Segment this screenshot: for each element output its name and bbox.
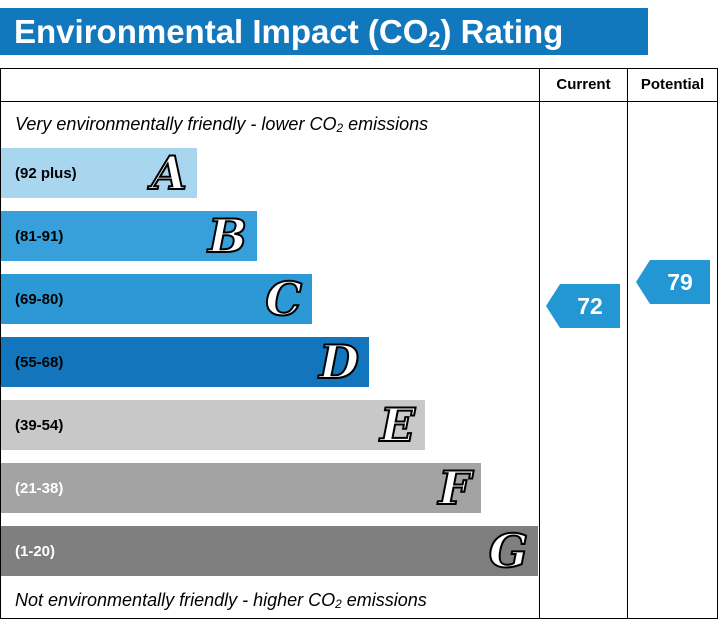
potential-rating-pointer: 79	[636, 260, 710, 304]
band-row-d: (55-68) D	[1, 337, 539, 387]
page-title-pre: Environmental Impact (CO	[14, 13, 429, 50]
bottom-note-post: emissions	[341, 589, 427, 610]
band-letter: G	[488, 524, 529, 578]
band-bar-f: (21-38) F	[1, 463, 481, 513]
title-bar: Environmental Impact (CO2) Rating	[0, 8, 648, 55]
band-row-a: (92 plus) A	[1, 148, 539, 198]
header-current: Current	[539, 69, 627, 102]
band-range-label: (92 plus)	[15, 164, 77, 182]
band-range-label: (1-20)	[15, 542, 56, 560]
band-row-b: (81-91) B	[1, 211, 539, 261]
current-column: 72	[539, 102, 627, 618]
band-bar-b: (81-91) B	[1, 211, 257, 261]
header-chart-cell	[1, 69, 539, 102]
potential-rating-value: 79	[650, 260, 710, 304]
band-row-g: (1-20) G	[1, 526, 539, 576]
band-bar-a: (92 plus) A	[1, 148, 197, 198]
band-row-c: (69-80) C	[1, 274, 539, 324]
band-range-label: (21-38)	[15, 479, 64, 497]
current-rating-value: 72	[560, 284, 620, 328]
band-range-label: (39-54)	[15, 416, 64, 434]
top-note: Very environmentally friendly - lower CO…	[1, 110, 539, 138]
bottom-note: Not environmentally friendly - higher CO…	[1, 590, 427, 611]
chart-area: Very environmentally friendly - lower CO…	[1, 102, 539, 618]
potential-column: 79	[627, 102, 717, 618]
header-potential: Potential	[627, 69, 717, 102]
page-title-subscript: 2	[428, 26, 441, 52]
band-range-label: (81-91)	[15, 227, 64, 245]
rating-bands: (92 plus) A (81-91) B (69-80) C	[1, 148, 539, 576]
rating-table: Current Potential Very environmentally f…	[0, 68, 718, 619]
bottom-note-subscript: 2	[335, 597, 342, 611]
top-note-post: emissions	[343, 114, 429, 134]
bottom-note-pre: Not environmentally friendly - higher CO	[15, 589, 336, 610]
band-range-label: (69-80)	[15, 290, 64, 308]
left-arrow-icon	[636, 260, 650, 304]
band-letter: B	[207, 209, 248, 263]
top-note-pre: Very environmentally friendly - lower CO	[15, 114, 337, 134]
band-bar-d: (55-68) D	[1, 337, 369, 387]
top-note-subscript: 2	[336, 121, 344, 136]
band-letter: E	[379, 398, 416, 452]
band-row-f: (21-38) F	[1, 463, 539, 513]
band-letter: F	[437, 461, 472, 515]
band-bar-g: (1-20) G	[1, 526, 538, 576]
band-letter: A	[150, 146, 188, 200]
left-arrow-icon	[546, 284, 560, 328]
band-range-label: (55-68)	[15, 353, 64, 371]
band-row-e: (39-54) E	[1, 400, 539, 450]
band-letter: D	[318, 335, 360, 389]
band-bar-e: (39-54) E	[1, 400, 425, 450]
current-rating-pointer: 72	[546, 284, 620, 328]
band-bar-c: (69-80) C	[1, 274, 312, 324]
band-letter: C	[264, 272, 303, 326]
page-title-post: ) Rating	[440, 13, 564, 50]
